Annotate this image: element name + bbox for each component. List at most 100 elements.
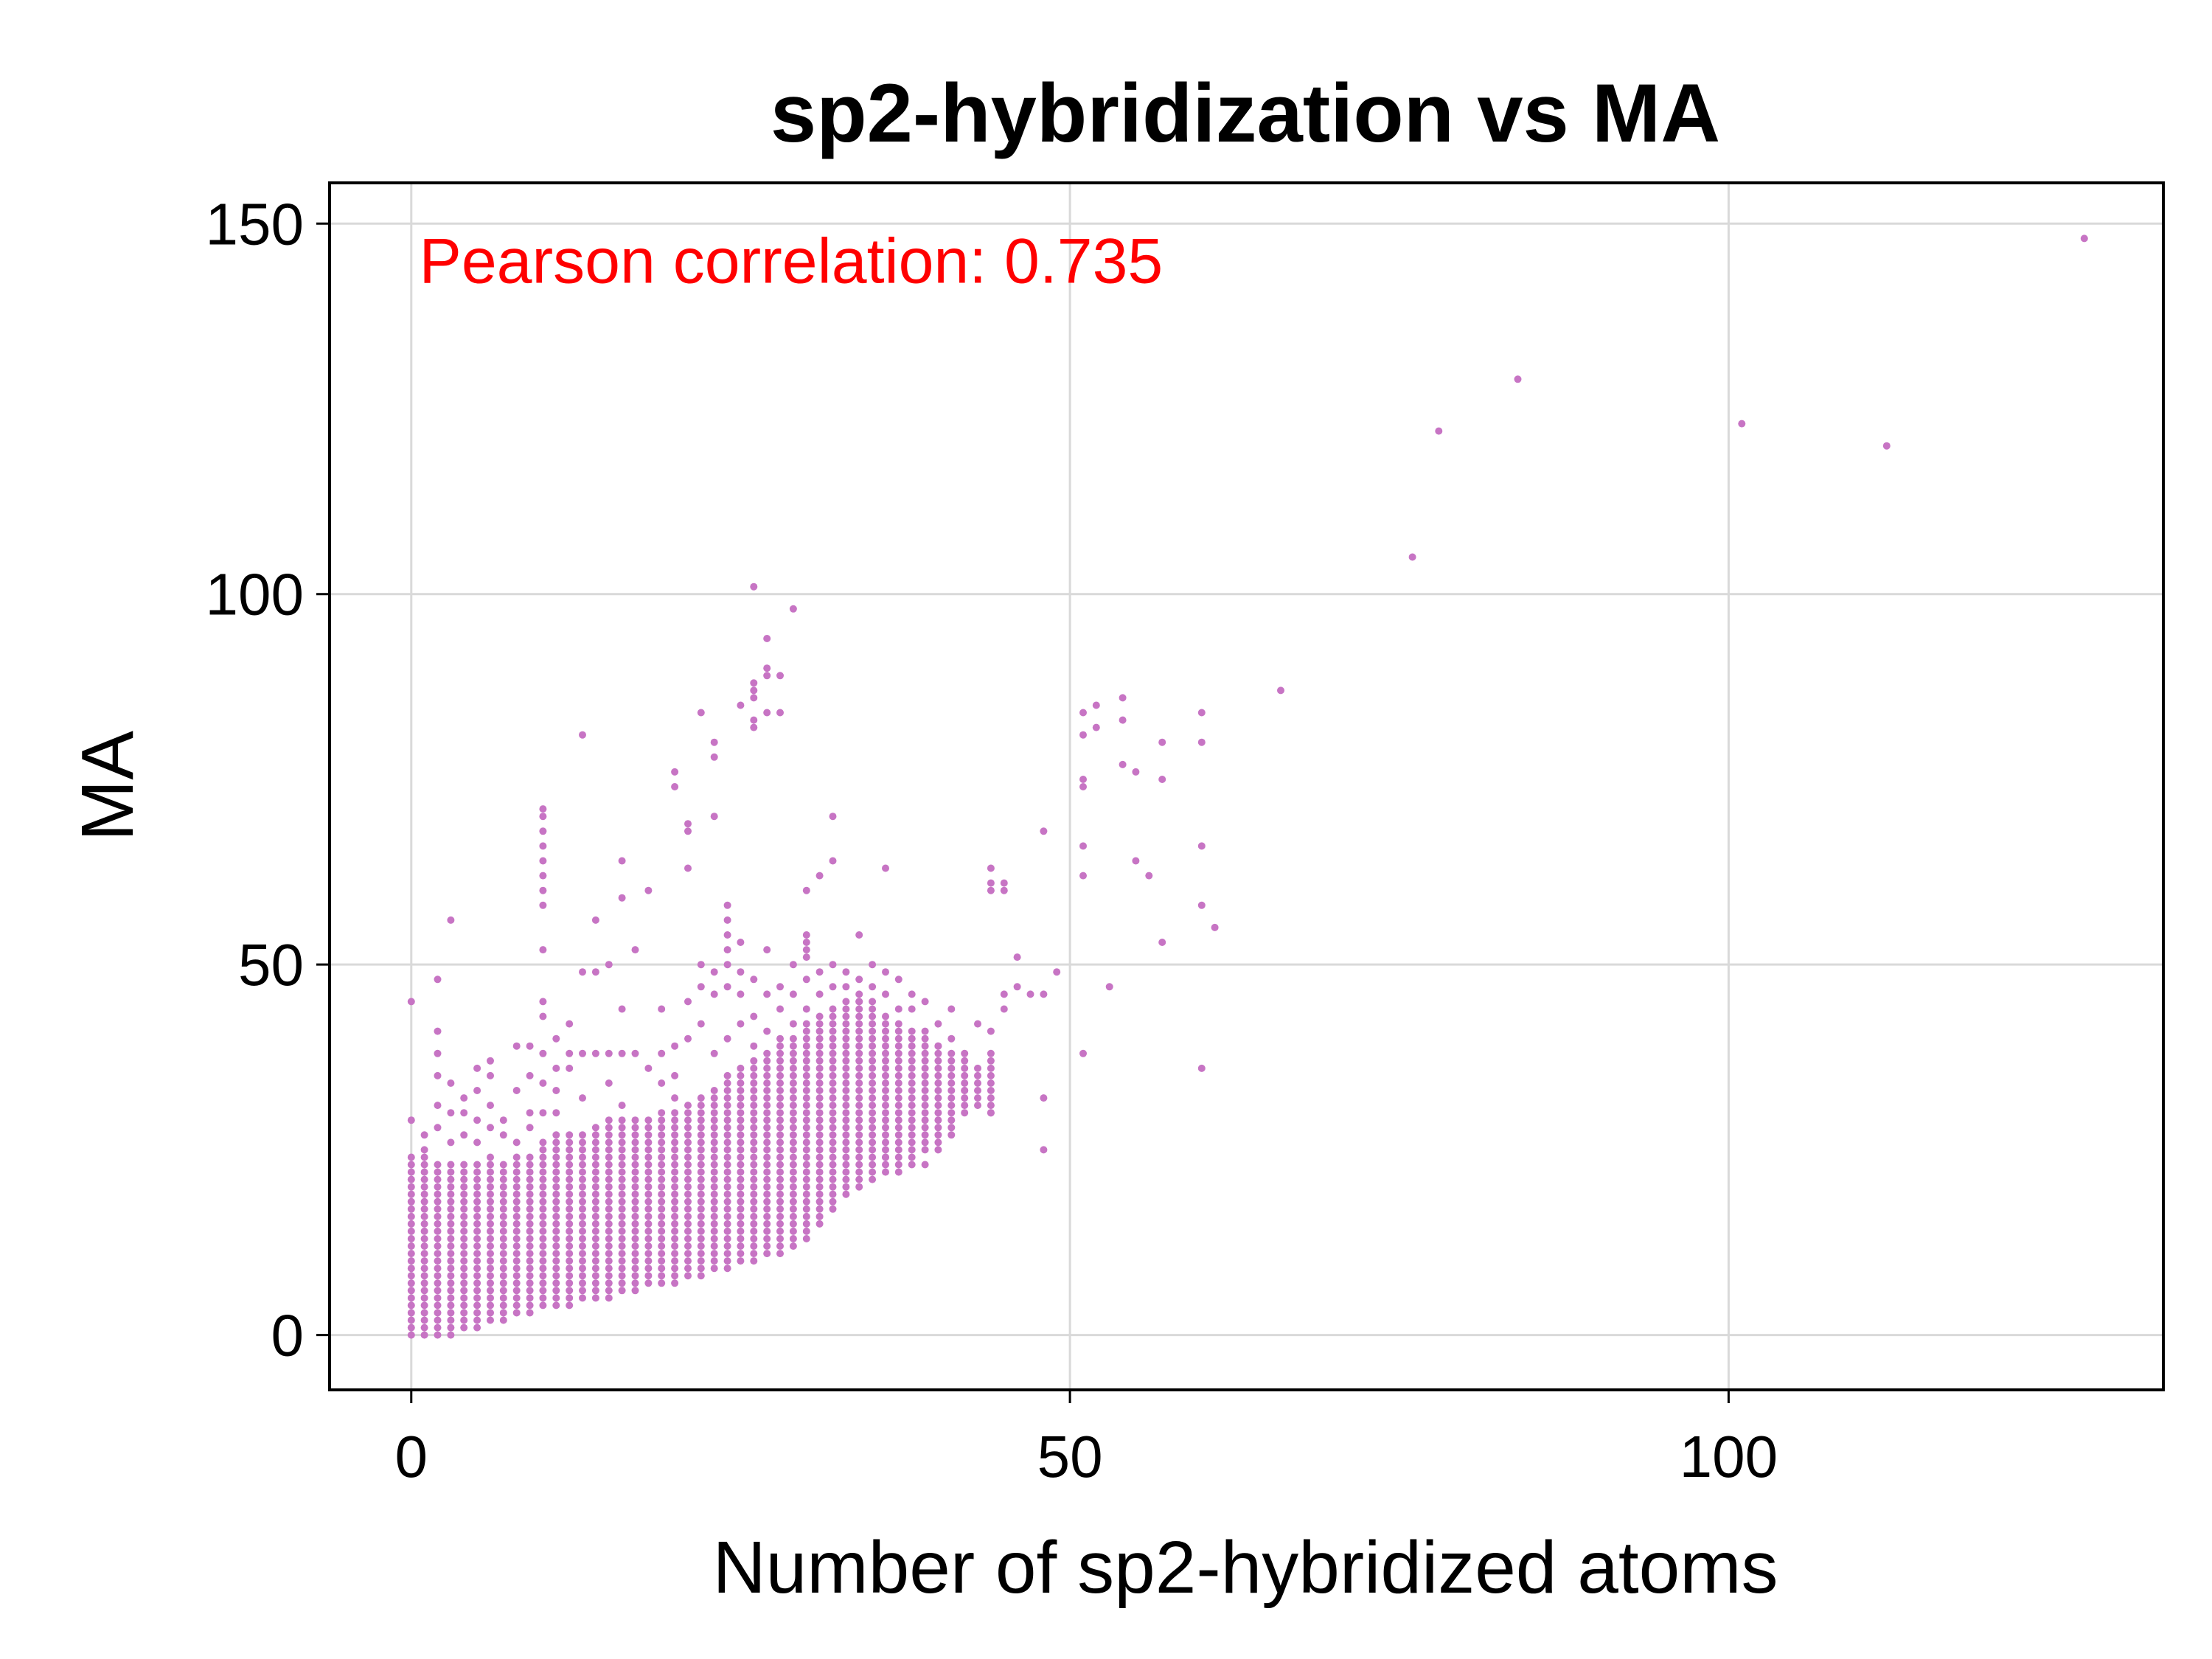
- data-point: [591, 1153, 599, 1161]
- data-point: [420, 1175, 428, 1183]
- data-point: [776, 1057, 784, 1065]
- data-point: [750, 1064, 758, 1072]
- data-point: [658, 1131, 666, 1139]
- data-point: [829, 1020, 837, 1028]
- data-point: [802, 1034, 810, 1043]
- data-point: [882, 1102, 889, 1110]
- data-point: [605, 1153, 613, 1161]
- data-point: [526, 1250, 534, 1258]
- data-point: [487, 1057, 494, 1065]
- data-point: [512, 1242, 521, 1250]
- data-point: [710, 1205, 718, 1213]
- data-point: [894, 1161, 902, 1169]
- data-point: [882, 1116, 889, 1124]
- data-point: [671, 1124, 679, 1132]
- data-point: [908, 1138, 916, 1147]
- data-point: [2080, 234, 2088, 243]
- data-point: [407, 1168, 415, 1176]
- data-point: [671, 1242, 679, 1250]
- data-point: [420, 1227, 428, 1235]
- data-point: [591, 916, 599, 924]
- data-point: [776, 1250, 784, 1258]
- data-point: [487, 1279, 494, 1287]
- data-point: [829, 1012, 837, 1020]
- data-point: [961, 1079, 969, 1087]
- data-point: [671, 1197, 679, 1206]
- data-point: [750, 1087, 758, 1094]
- data-point: [618, 1279, 626, 1287]
- data-point: [631, 1265, 639, 1273]
- data-point: [566, 1131, 574, 1139]
- data-point: [750, 1057, 758, 1065]
- data-point: [855, 1138, 863, 1147]
- data-point: [723, 1131, 731, 1139]
- data-point: [934, 1138, 942, 1147]
- data-point: [947, 1094, 956, 1102]
- data-point: [631, 1175, 639, 1183]
- data-point: [737, 1153, 745, 1161]
- data-point: [671, 1220, 679, 1228]
- data-point: [842, 1079, 850, 1087]
- data-point: [539, 1153, 547, 1161]
- data-point: [723, 901, 731, 909]
- data-point: [526, 1265, 534, 1273]
- data-point: [842, 983, 850, 991]
- data-point: [434, 1279, 442, 1287]
- data-point: [512, 1279, 521, 1287]
- data-point: [684, 1109, 692, 1117]
- data-point: [974, 1102, 981, 1110]
- data-point: [855, 1124, 863, 1132]
- data-point: [802, 1175, 810, 1183]
- data-point: [921, 1138, 929, 1147]
- data-point: [908, 1034, 916, 1043]
- data-point: [776, 1242, 784, 1250]
- data-point: [605, 1161, 613, 1169]
- data-point: [1277, 686, 1284, 695]
- data-point: [447, 1138, 455, 1147]
- data-point: [750, 1183, 758, 1191]
- data-point: [829, 1146, 837, 1154]
- data-point: [1158, 776, 1166, 783]
- data-point: [526, 1301, 534, 1310]
- data-point: [631, 1131, 639, 1139]
- data-point: [802, 1094, 810, 1102]
- data-point: [882, 1109, 889, 1117]
- data-point: [855, 1020, 863, 1028]
- data-point: [1132, 768, 1140, 776]
- data-point: [684, 1116, 692, 1124]
- data-point: [591, 1138, 599, 1147]
- data-point: [921, 1079, 929, 1087]
- data-point: [789, 1094, 797, 1102]
- data-point: [591, 1294, 599, 1302]
- data-point: [579, 1197, 586, 1206]
- data-point: [750, 1220, 758, 1228]
- data-point: [499, 1265, 507, 1273]
- data-point: [934, 1020, 942, 1028]
- data-point: [908, 1102, 916, 1110]
- data-point: [842, 1138, 850, 1147]
- data-point: [1092, 701, 1100, 709]
- data-point: [723, 1235, 731, 1242]
- data-point: [697, 961, 705, 969]
- data-point: [763, 1064, 771, 1072]
- data-point: [539, 872, 547, 880]
- data-point: [829, 813, 837, 821]
- data-point: [407, 1220, 415, 1228]
- data-point: [671, 1131, 679, 1139]
- data-point: [512, 1257, 521, 1265]
- data-point: [658, 1265, 666, 1273]
- data-point: [737, 1242, 745, 1250]
- data-point: [1211, 923, 1219, 931]
- data-point: [869, 1109, 877, 1117]
- data-point: [869, 1042, 877, 1050]
- plot-frame: [328, 181, 2165, 1391]
- data-point: [737, 1227, 745, 1235]
- data-point: [882, 1064, 889, 1072]
- data-point: [802, 1168, 810, 1176]
- data-point: [815, 1034, 824, 1043]
- data-point: [512, 1287, 521, 1295]
- data-point: [591, 1175, 599, 1183]
- data-point: [473, 1220, 481, 1228]
- data-point: [947, 1102, 956, 1110]
- y-tick-label: 150: [206, 191, 304, 257]
